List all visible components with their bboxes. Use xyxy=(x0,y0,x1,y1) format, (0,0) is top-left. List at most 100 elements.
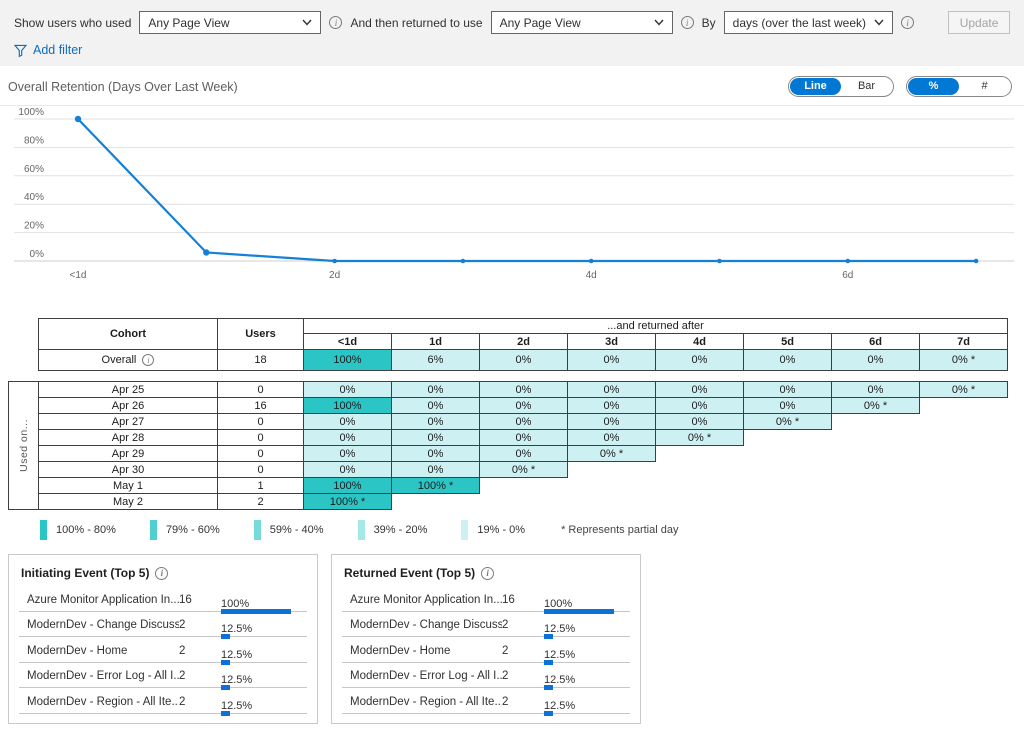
value-format-option-1[interactable]: # xyxy=(981,80,988,92)
event-percent: 100% xyxy=(544,597,618,614)
event-count: 2 xyxy=(502,619,509,631)
event-name: Azure Monitor Application In... xyxy=(350,593,502,606)
returned-event-select[interactable]: Any Page View xyxy=(490,11,673,34)
event-percent-bar xyxy=(221,608,291,614)
overall-cell-1d: 6% xyxy=(391,349,480,371)
cohort-users: 1 xyxy=(217,477,304,494)
retention-cell: 0% * xyxy=(567,445,656,462)
cohort-row-apr-25: Used on... Apr 25 0 0% 0% 0% 0% 0% 0% 0% 0% * xyxy=(8,381,1008,510)
event-percent-bar xyxy=(544,710,553,716)
event-percent-bar xyxy=(544,608,614,614)
info-icon[interactable]: i xyxy=(329,16,343,29)
legend-label: 19% - 0% xyxy=(477,524,526,536)
event-count: 16 xyxy=(179,593,192,606)
event-row: ModernDev - Home 2 12.5% xyxy=(342,637,630,665)
info-icon[interactable]: i xyxy=(481,566,495,580)
cohort-users: 0 xyxy=(217,381,304,398)
overall-cell-5d: 0% xyxy=(743,349,832,371)
cohort-users: 0 xyxy=(217,413,304,430)
info-icon[interactable]: i xyxy=(901,16,915,29)
event-percent-label: 12.5% xyxy=(221,623,253,635)
initiating-event-panel: Initiating Event (Top 5) i Azure Monitor… xyxy=(8,554,318,724)
cohort-date: Apr 28 xyxy=(38,429,218,446)
event-row: ModernDev - Change Discuss... 2 12.5% xyxy=(19,612,307,639)
chevron-down-icon xyxy=(302,19,312,26)
event-name: ModernDev - Region - All Ite... xyxy=(27,695,179,708)
returned-event-value: Any Page View xyxy=(499,15,581,30)
retention-cell: 100% xyxy=(303,397,392,414)
empty-cell xyxy=(831,493,920,510)
legend-item: 19% - 0% xyxy=(461,520,525,540)
cohort-users: 0 xyxy=(217,445,304,462)
value-format-option-0[interactable]: % xyxy=(908,78,959,95)
retention-cell: 0% xyxy=(567,429,656,446)
chevron-down-icon xyxy=(874,19,884,26)
line-chart-svg: 100% 80% 60% 40% 20% 0% <1d 2d 4d 6d xyxy=(14,107,1014,281)
partial-day-note: * Represents partial day xyxy=(561,524,679,536)
data-point-2d xyxy=(332,258,337,264)
legend-label: 39% - 20% xyxy=(373,524,428,536)
by-label: By xyxy=(701,15,716,30)
retention-cell: 0% xyxy=(479,445,568,462)
day-header-4d: 4d xyxy=(655,333,744,350)
data-point-<1d xyxy=(74,115,82,123)
day-header-3d: 3d xyxy=(567,333,656,350)
retention-cell: 0% xyxy=(567,397,656,414)
event-percent: 12.5% xyxy=(221,699,295,716)
event-row: ModernDev - Error Log - All I... 2 12.5% xyxy=(342,663,630,690)
empty-cell xyxy=(567,477,656,494)
update-button[interactable]: Update xyxy=(948,11,1010,34)
retention-cell: 0% * xyxy=(919,381,1008,398)
day-header-2d: 2d xyxy=(479,333,568,350)
retention-cell: 0% xyxy=(303,381,392,398)
heatmap-legend: 100% - 80% 79% - 60% 59% - 40% 39% - 20% 19%… xyxy=(40,520,1024,540)
info-icon[interactable]: i xyxy=(142,354,155,367)
event-percent-label: 12.5% xyxy=(221,699,253,712)
retention-cell: 0% xyxy=(831,381,920,398)
event-percent-label: 100% xyxy=(544,597,573,610)
legend-item: 79% - 60% xyxy=(149,520,220,540)
event-percent-label: 12.5% xyxy=(544,674,576,686)
info-icon[interactable]: i xyxy=(155,566,169,580)
chart-type-option-1[interactable]: Bar xyxy=(857,80,876,92)
event-row: ModernDev - Change Discuss... 2 12.5% xyxy=(342,612,630,639)
empty-cell xyxy=(831,477,920,494)
initiating-event-select[interactable]: Any Page View xyxy=(139,11,322,34)
overall-cell-6d: 0% xyxy=(831,349,920,371)
returned-event-panel: Returned Event (Top 5) i Azure Monitor A… xyxy=(331,554,641,724)
cohort-date: Apr 26 xyxy=(38,397,218,414)
retention-cell: 0% xyxy=(479,381,568,398)
cohort-date: May 1 xyxy=(38,477,218,494)
overall-retention-table: Cohort Users ...and returned after <1d 1d… xyxy=(38,318,1008,371)
cohort-date: Apr 25 xyxy=(38,381,218,398)
legend-item: 59% - 40% xyxy=(253,520,324,540)
users-header: Users xyxy=(217,318,304,350)
info-icon[interactable]: i xyxy=(680,16,694,29)
overall-cell-4d: 0% xyxy=(655,349,744,371)
retention-cell: 0% xyxy=(391,445,480,462)
retention-cell: 0% * xyxy=(655,429,744,446)
empty-cell xyxy=(919,461,1008,478)
chart-type-option-0[interactable]: Line xyxy=(790,78,841,95)
empty-cell xyxy=(655,493,744,510)
y-axis-tick: 20% xyxy=(24,221,44,232)
returned-to-use-label: And then returned to use xyxy=(350,15,483,30)
empty-cell xyxy=(479,493,568,510)
retention-cell: 100% * xyxy=(391,477,480,494)
event-percent-label: 12.5% xyxy=(544,699,576,712)
retention-cell: 0% * xyxy=(479,461,568,478)
event-percent: 100% xyxy=(221,598,295,614)
show-users-label: Show users who used xyxy=(14,15,132,30)
x-axis-tick: <1d xyxy=(70,270,87,281)
cohort-users: 2 xyxy=(217,493,304,510)
event-percent-bar xyxy=(221,685,230,690)
period-select[interactable]: days (over the last week) xyxy=(723,11,894,34)
event-count: 2 xyxy=(179,644,186,657)
empty-cell xyxy=(743,461,832,478)
add-filter-link[interactable]: Add filter xyxy=(33,43,83,57)
overall-cell-<1d: 100% xyxy=(303,349,392,371)
day-header-1d: 1d xyxy=(391,333,480,350)
data-point-1d xyxy=(203,249,210,256)
chart-title: Overall Retention (Days Over Last Week) xyxy=(8,79,238,94)
retention-cell: 0% xyxy=(391,397,480,414)
